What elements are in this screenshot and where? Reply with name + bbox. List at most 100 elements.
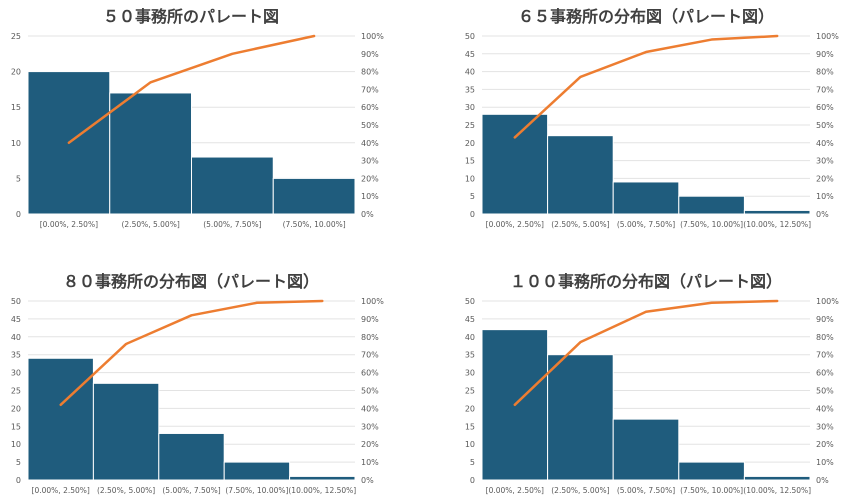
y2-tick-label: 20% <box>816 174 834 183</box>
y-tick-label: 20 <box>465 139 475 148</box>
bar <box>678 195 745 215</box>
y-tick-label: 50 <box>465 297 475 306</box>
x-tick-label: (5.00%, 7.50%] <box>162 486 220 495</box>
x-tick-label: (2.50%, 5.00%] <box>551 486 609 495</box>
y-tick-label: 5 <box>470 458 475 467</box>
y2-tick-label: 80% <box>361 68 379 77</box>
y-tick-label: 0 <box>470 210 475 219</box>
chart-title: ５０事務所のパレート図 <box>103 7 279 26</box>
y2-tick-label: 30% <box>361 157 379 166</box>
y-tick-label: 25 <box>465 121 475 130</box>
y2-tick-label: 40% <box>816 139 834 148</box>
y-tick-label: 10 <box>11 139 21 148</box>
y2-tick-label: 30% <box>816 157 834 166</box>
y-tick-label: 30 <box>465 103 475 112</box>
y2-tick-label: 100% <box>816 32 839 41</box>
y-tick-label: 0 <box>16 210 21 219</box>
y-tick-label: 45 <box>11 315 21 324</box>
bar <box>27 71 111 215</box>
y-tick-label: 15 <box>465 422 475 431</box>
bar <box>678 461 745 481</box>
x-tick-label: (10.00%, 12.50%] <box>743 220 811 229</box>
y2-tick-label: 80% <box>361 333 379 342</box>
y2-tick-label: 20% <box>361 440 379 449</box>
y2-tick-label: 80% <box>816 333 834 342</box>
bar <box>191 156 274 215</box>
y-tick-label: 40 <box>465 68 475 77</box>
chart-panel-2: ６５事務所の分布図（パレート図） 0 5 10 15 20 25 30 35 40 45 50 0% 10… <box>465 7 839 229</box>
y2-tick-label: 100% <box>361 297 384 306</box>
y-tick-label: 20 <box>11 68 21 77</box>
y-tick-label: 10 <box>465 174 475 183</box>
chart-title: ６５事務所の分布図（パレート図） <box>518 7 774 26</box>
y2-tick-label: 70% <box>361 85 379 94</box>
x-tick-label: (2.50%, 5.00%] <box>97 486 155 495</box>
bar <box>289 475 356 481</box>
y2-tick-label: 0% <box>816 210 829 219</box>
y2-tick-label: 60% <box>361 103 379 112</box>
y-tick-label: 15 <box>11 422 21 431</box>
y2-tick-label: 50% <box>816 387 834 396</box>
y-tick-label: 50 <box>465 32 475 41</box>
cumulative-line <box>67 34 316 145</box>
y2-tick-label: 90% <box>816 50 834 59</box>
bar <box>612 418 680 481</box>
y2-tick-label: 10% <box>361 192 379 201</box>
y-tick-label: 50 <box>11 297 21 306</box>
chart-panel-3: ８０事務所の分布図（パレート図） 0 5 10 15 20 25 30 35 40 45 50 0% 10… <box>11 272 384 495</box>
bar <box>223 461 291 481</box>
y-tick-label: 15 <box>11 103 21 112</box>
y-tick-label: 30 <box>465 369 475 378</box>
y2-tick-label: 40% <box>361 404 379 413</box>
y-tick-label: 5 <box>16 458 21 467</box>
y2-tick-label: 90% <box>361 315 379 324</box>
y-tick-label: 45 <box>465 315 475 324</box>
y-tick-label: 20 <box>465 404 475 413</box>
bar <box>109 92 192 215</box>
y-tick-label: 5 <box>470 192 475 201</box>
y-tick-label: 0 <box>16 476 21 485</box>
y-tick-label: 0 <box>470 476 475 485</box>
x-tick-label: (7.50%, 10.00%] <box>680 220 743 229</box>
y2-tick-label: 100% <box>816 297 839 306</box>
bar <box>27 357 94 481</box>
chart-panel-4: １００事務所の分布図（パレート図） 0 5 10 15 20 25 30 35 40 45 50 0% 1… <box>465 272 839 495</box>
chart-title: ８０事務所の分布図（パレート図） <box>63 272 319 291</box>
x-tick-label: [0.00%, 2.50%] <box>486 486 544 495</box>
x-tick-label: (2.50%, 5.00%] <box>551 220 609 229</box>
y2-tick-label: 70% <box>816 85 834 94</box>
y2-tick-label: 20% <box>816 440 834 449</box>
x-tick-label: (2.50%, 5.00%] <box>121 220 179 229</box>
y2-tick-label: 60% <box>816 369 834 378</box>
y2-tick-label: 0% <box>361 476 374 485</box>
x-tick-label: (10.00%, 12.50%] <box>288 486 356 495</box>
x-tick-label: [0.00%, 2.50%] <box>40 220 98 229</box>
y-tick-label: 35 <box>11 351 21 360</box>
y-tick-label: 25 <box>11 387 21 396</box>
x-tick-label: (7.50%, 10.00%] <box>225 486 288 495</box>
y2-tick-label: 10% <box>816 192 834 201</box>
x-tick-label: (5.00%, 7.50%] <box>617 486 675 495</box>
y-tick-label: 15 <box>465 157 475 166</box>
y2-tick-label: 0% <box>816 476 829 485</box>
y2-tick-label: 100% <box>361 32 384 41</box>
y2-tick-label: 30% <box>816 422 834 431</box>
y-tick-label: 45 <box>465 50 475 59</box>
bar <box>481 113 549 215</box>
bar <box>272 177 356 215</box>
y-tick-label: 25 <box>11 32 21 41</box>
y2-tick-label: 90% <box>361 50 379 59</box>
x-tick-label: (5.00%, 7.50%] <box>203 220 261 229</box>
y2-tick-label: 70% <box>361 351 379 360</box>
y2-tick-label: 50% <box>361 121 379 130</box>
y-tick-label: 10 <box>11 440 21 449</box>
y-tick-label: 20 <box>11 404 21 413</box>
cumulative-line <box>513 299 779 407</box>
y-tick-label: 10 <box>465 440 475 449</box>
bar <box>547 135 614 215</box>
bar <box>612 181 680 215</box>
y-tick-label: 40 <box>11 333 21 342</box>
x-tick-label: [0.00%, 2.50%] <box>32 486 90 495</box>
y2-tick-label: 10% <box>361 458 379 467</box>
